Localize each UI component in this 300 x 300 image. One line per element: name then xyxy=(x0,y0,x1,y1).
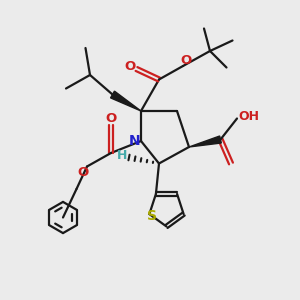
Text: O: O xyxy=(180,53,192,67)
Polygon shape xyxy=(189,136,221,147)
Polygon shape xyxy=(110,91,141,111)
Text: OH: OH xyxy=(238,110,259,123)
Text: N: N xyxy=(129,134,140,148)
Text: O: O xyxy=(124,59,136,73)
Text: O: O xyxy=(77,166,88,179)
Text: H: H xyxy=(117,148,128,162)
Text: S: S xyxy=(147,208,158,223)
Text: O: O xyxy=(105,112,117,125)
